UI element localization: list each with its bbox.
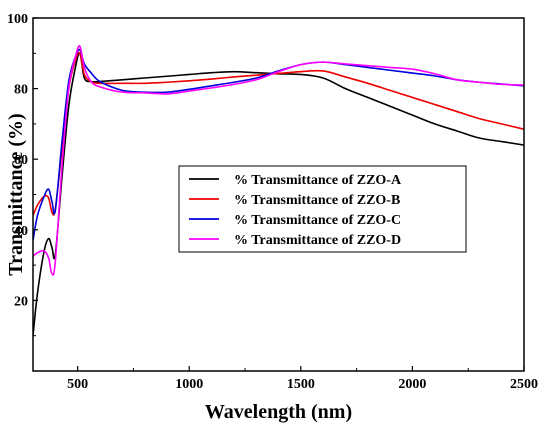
series-layer <box>33 45 524 336</box>
x-tick-label: 1500 <box>287 377 315 392</box>
series-line-3 <box>33 48 524 241</box>
x-tick-label: 500 <box>67 377 88 392</box>
y-tick-label: 20 <box>14 294 28 309</box>
y-tick-label: 40 <box>14 224 28 239</box>
x-tick-label: 1000 <box>175 377 203 392</box>
legend: % Transmittance of ZZO-A % Transmittance … <box>178 165 467 253</box>
y-tick-label: 60 <box>14 153 28 168</box>
series-line-4 <box>33 45 524 276</box>
x-axis: 500 1000 1500 2000 2500 <box>67 366 538 392</box>
x-tick-label: 2500 <box>510 377 538 392</box>
y-tick-label: 80 <box>14 83 28 98</box>
y-tick-label: 100 <box>7 12 28 27</box>
legend-box <box>178 165 467 253</box>
legend-label-1: % Transmittance of ZZO-A <box>234 173 402 188</box>
y-axis: 20 40 60 80 100 <box>7 12 38 337</box>
x-tick-label: 2000 <box>398 377 426 392</box>
x-axis-title: Wavelength (nm) <box>205 401 352 423</box>
legend-label-3: % Transmittance of ZZO-C <box>234 213 401 228</box>
legend-label-2: % Transmittance of ZZO-B <box>234 193 400 208</box>
legend-label-4: % Transmittance of ZZO-D <box>234 233 401 248</box>
y-axis-title: Transmittance (%) <box>5 113 27 275</box>
